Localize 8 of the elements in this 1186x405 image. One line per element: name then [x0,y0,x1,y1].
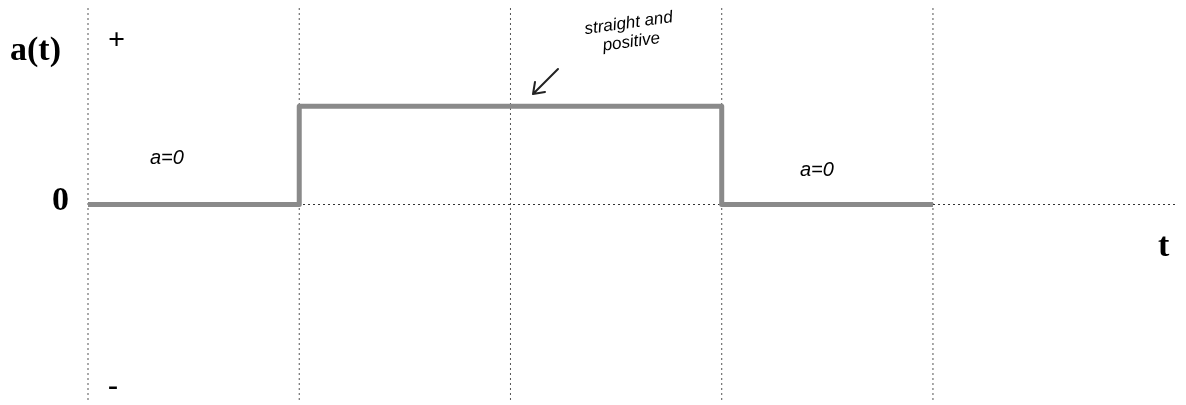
annotation: 0 [52,180,69,218]
text: - [108,368,118,401]
text: + [108,22,126,55]
text: t [1158,226,1170,264]
y-axis-title: a(t) [10,30,61,68]
annotation: a=0 [150,146,184,168]
annotation: a=0 [800,158,834,180]
text: straight and positive [582,6,675,57]
